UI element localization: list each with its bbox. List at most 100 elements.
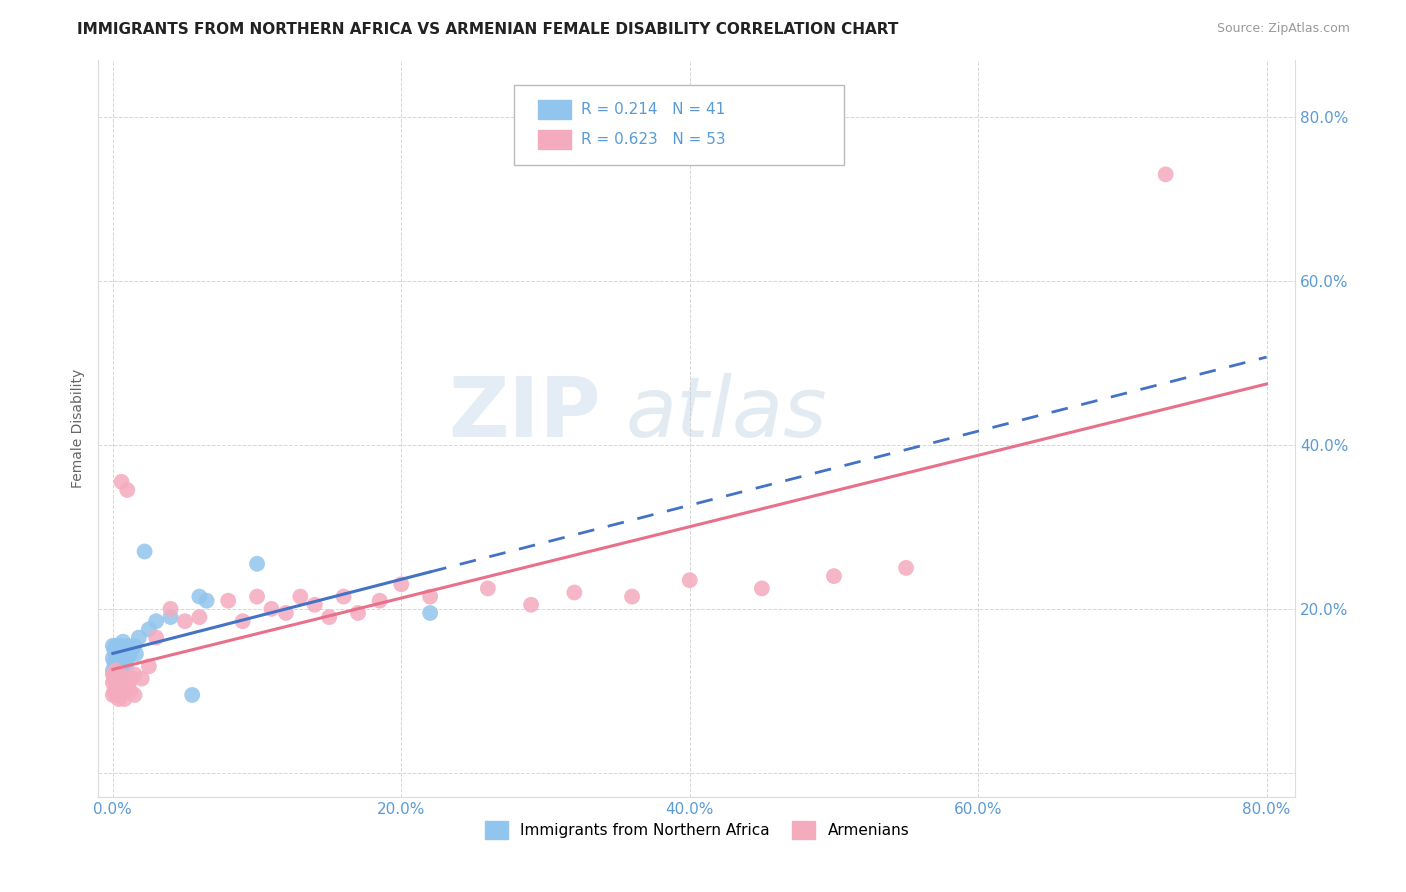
Text: IMMIGRANTS FROM NORTHERN AFRICA VS ARMENIAN FEMALE DISABILITY CORRELATION CHART: IMMIGRANTS FROM NORTHERN AFRICA VS ARMEN… bbox=[77, 22, 898, 37]
Point bbox=[112, 692, 135, 706]
Point bbox=[114, 659, 136, 673]
Point bbox=[104, 647, 127, 661]
Point bbox=[110, 475, 132, 489]
Point bbox=[332, 590, 354, 604]
Point bbox=[114, 651, 136, 665]
Point bbox=[108, 651, 131, 665]
Point bbox=[112, 651, 135, 665]
Point bbox=[217, 593, 239, 607]
Point bbox=[107, 647, 129, 661]
Point bbox=[105, 655, 128, 669]
Point bbox=[181, 688, 204, 702]
Point bbox=[124, 667, 146, 681]
Point bbox=[120, 647, 142, 661]
Point bbox=[368, 593, 391, 607]
Legend: Immigrants from Northern Africa, Armenians: Immigrants from Northern Africa, Armenia… bbox=[478, 815, 915, 845]
Point bbox=[188, 610, 211, 624]
Point bbox=[564, 585, 586, 599]
Point bbox=[419, 590, 441, 604]
Point bbox=[260, 602, 283, 616]
Point bbox=[107, 655, 129, 669]
Point bbox=[105, 664, 128, 678]
Point bbox=[103, 672, 125, 686]
Point bbox=[138, 623, 160, 637]
Point bbox=[138, 659, 160, 673]
Point bbox=[101, 664, 124, 678]
Point bbox=[110, 647, 132, 661]
Point bbox=[108, 667, 131, 681]
Point bbox=[107, 680, 129, 694]
Point bbox=[679, 573, 702, 587]
Point bbox=[145, 614, 167, 628]
Point bbox=[121, 672, 143, 686]
Point bbox=[104, 664, 127, 678]
Point bbox=[101, 667, 124, 681]
Point bbox=[477, 582, 499, 596]
Point bbox=[188, 590, 211, 604]
Point bbox=[117, 483, 139, 497]
Bar bbox=[537, 100, 571, 120]
Point bbox=[108, 659, 131, 673]
Point bbox=[134, 544, 156, 558]
Point bbox=[101, 688, 124, 702]
Point bbox=[117, 680, 139, 694]
Point bbox=[103, 672, 125, 686]
Point bbox=[347, 606, 370, 620]
Point bbox=[121, 643, 143, 657]
Point bbox=[520, 598, 543, 612]
Point bbox=[108, 639, 131, 653]
Point bbox=[159, 602, 181, 616]
Point bbox=[124, 688, 146, 702]
Point bbox=[894, 561, 917, 575]
Point bbox=[274, 606, 297, 620]
Point bbox=[174, 614, 197, 628]
Point bbox=[111, 680, 134, 694]
Point bbox=[419, 606, 441, 620]
Bar bbox=[537, 129, 571, 149]
Point bbox=[131, 672, 153, 686]
Point bbox=[105, 643, 128, 657]
Point bbox=[110, 655, 132, 669]
Text: R = 0.214   N = 41: R = 0.214 N = 41 bbox=[581, 103, 725, 117]
Text: atlas: atlas bbox=[626, 373, 827, 454]
Point bbox=[823, 569, 845, 583]
Point bbox=[318, 610, 340, 624]
Point bbox=[751, 582, 773, 596]
Point bbox=[108, 688, 131, 702]
Point bbox=[103, 684, 125, 698]
Point bbox=[125, 647, 148, 661]
Point bbox=[101, 651, 124, 665]
Point bbox=[128, 631, 150, 645]
Point bbox=[101, 639, 124, 653]
Point bbox=[104, 659, 127, 673]
Point bbox=[117, 651, 139, 665]
Text: Source: ZipAtlas.com: Source: ZipAtlas.com bbox=[1216, 22, 1350, 36]
Point bbox=[159, 610, 181, 624]
Point bbox=[104, 688, 127, 702]
Point bbox=[107, 692, 129, 706]
Point bbox=[105, 688, 128, 702]
Point bbox=[195, 593, 218, 607]
Point bbox=[246, 557, 269, 571]
Point bbox=[112, 643, 135, 657]
Point bbox=[114, 672, 136, 686]
Point bbox=[304, 598, 326, 612]
Point bbox=[389, 577, 412, 591]
FancyBboxPatch shape bbox=[513, 86, 844, 165]
Point bbox=[104, 639, 127, 653]
Point bbox=[124, 639, 146, 653]
Point bbox=[103, 655, 125, 669]
Point bbox=[232, 614, 254, 628]
Point bbox=[111, 659, 134, 673]
Point bbox=[117, 639, 139, 653]
Point bbox=[120, 684, 142, 698]
Text: ZIP: ZIP bbox=[449, 373, 602, 454]
Point bbox=[105, 675, 128, 690]
Point bbox=[112, 684, 135, 698]
Point bbox=[101, 675, 124, 690]
Point bbox=[145, 631, 167, 645]
Point bbox=[290, 590, 312, 604]
Point bbox=[111, 634, 134, 648]
Point bbox=[621, 590, 644, 604]
Point bbox=[1154, 167, 1177, 181]
